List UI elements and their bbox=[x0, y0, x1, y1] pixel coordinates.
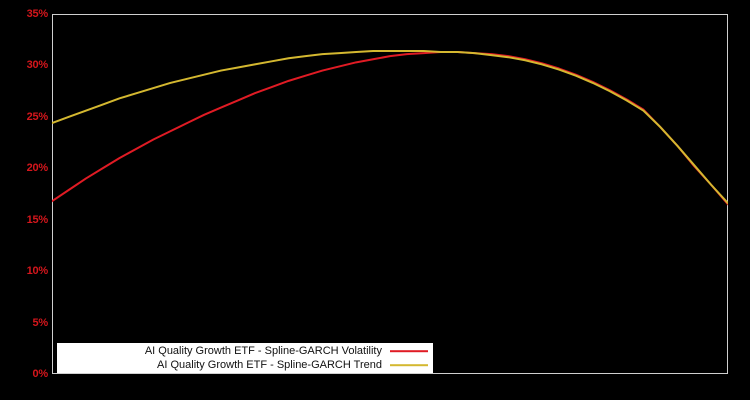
y-axis-tick-label: 10% bbox=[26, 265, 49, 278]
series-line bbox=[52, 50, 728, 205]
plot-area-frame bbox=[52, 14, 728, 374]
legend-line-swatch bbox=[390, 360, 428, 370]
legend-item[interactable]: AI Quality Growth ETF - Spline-GARCH Tre… bbox=[57, 358, 433, 372]
chart-legend: AI Quality Growth ETF - Spline-GARCH Vol… bbox=[57, 343, 433, 373]
legend-item-label: AI Quality Growth ETF - Spline-GARCH Vol… bbox=[144, 345, 382, 357]
y-axis-tick-label: 15% bbox=[26, 213, 49, 226]
y-axis: 35% 30% 25% 20% 15% 10% 5% 0% bbox=[0, 0, 52, 400]
series-line bbox=[52, 51, 728, 206]
y-axis-tick-label: 5% bbox=[32, 316, 49, 329]
legend-item[interactable]: AI Quality Growth ETF - Spline-GARCH Vol… bbox=[57, 344, 433, 358]
y-axis-tick-label: 25% bbox=[26, 110, 49, 123]
y-axis-tick-label: 30% bbox=[26, 59, 49, 72]
legend-item-label: AI Quality Growth ETF - Spline-GARCH Tre… bbox=[157, 359, 382, 371]
y-axis-tick-label: 0% bbox=[32, 368, 49, 380]
plot-series-layer bbox=[52, 50, 728, 206]
legend-line-swatch bbox=[390, 346, 428, 356]
y-axis-tick-label: 20% bbox=[26, 162, 49, 175]
y-axis-tick-label: 35% bbox=[26, 8, 49, 20]
